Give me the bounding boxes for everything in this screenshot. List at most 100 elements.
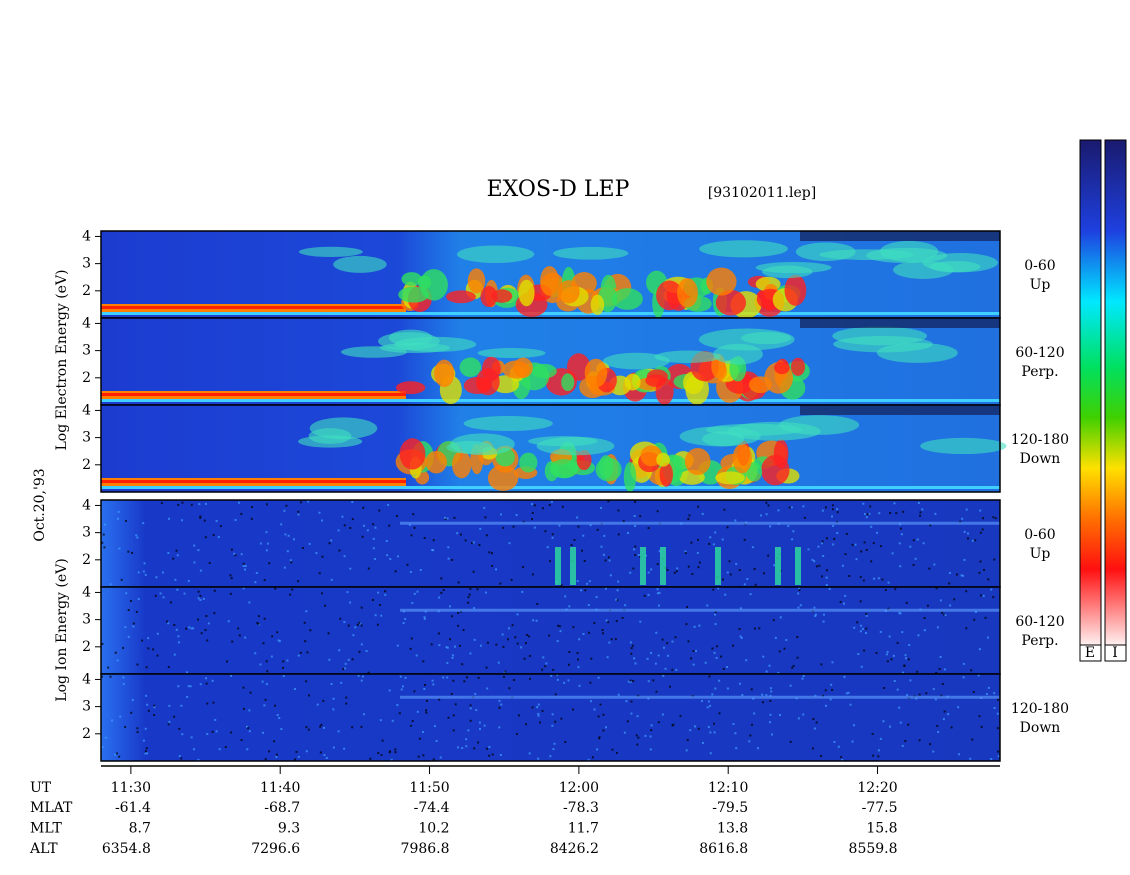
spectrogram-noise — [608, 559, 611, 562]
spectrogram-noise — [102, 533, 105, 536]
spectrogram-noise — [541, 507, 544, 510]
spectrogram-noise — [413, 592, 416, 595]
spectrogram-noise — [422, 660, 425, 663]
spectrogram-noise — [707, 725, 710, 728]
spectrogram-noise — [409, 571, 412, 574]
spectrogram-noise — [847, 691, 850, 694]
spectrogram-noise — [634, 554, 637, 557]
spectrogram-noise — [229, 574, 232, 577]
spectrogram-noise — [467, 601, 470, 604]
spectrogram-noise — [120, 578, 123, 581]
spectrogram-noise — [440, 577, 443, 580]
spectrogram-noise — [411, 601, 414, 604]
spectrogram-noise — [634, 545, 637, 548]
spectrogram-noise — [605, 726, 608, 729]
spectrogram-noise — [484, 516, 487, 519]
spectrogram-noise — [124, 519, 127, 522]
spectrogram-noise — [979, 560, 982, 563]
spectrogram-noise — [624, 604, 627, 607]
spectrogram-noise — [718, 712, 721, 715]
spectrogram-blob — [685, 373, 709, 405]
spectrogram-noise — [491, 552, 494, 555]
spectrogram-noise — [114, 753, 117, 756]
spectrogram-noise — [266, 670, 269, 673]
spectrogram-noise — [425, 709, 428, 712]
colorbar — [1079, 139, 1102, 646]
spectrogram-noise — [527, 635, 530, 638]
spectrogram-blob — [755, 261, 832, 274]
spectrogram-noise — [709, 731, 712, 734]
spectrogram-noise — [872, 542, 875, 545]
ephemeris-value: -77.5 — [862, 800, 898, 816]
spectrogram-noise — [409, 647, 412, 650]
spectrogram-noise — [476, 588, 479, 591]
spectrogram-blob — [395, 381, 426, 395]
spectrogram-band — [101, 480, 406, 483]
spectrogram-noise — [634, 500, 637, 503]
spectrogram-noise — [173, 624, 176, 627]
spectrogram-noise — [960, 574, 963, 577]
spectrogram-noise — [318, 572, 321, 575]
spectrogram-blob — [399, 438, 426, 470]
spectrogram-noise — [697, 566, 700, 569]
spectrogram-noise — [297, 510, 300, 513]
spectrogram-noise — [197, 549, 200, 552]
spectrogram-noise — [749, 593, 752, 596]
spectrogram-noise — [389, 750, 392, 753]
spectrogram-noise — [190, 627, 193, 630]
y-tick-label: 4 — [82, 671, 91, 687]
spectrogram-noise — [265, 660, 268, 663]
spectrogram-noise — [143, 562, 146, 565]
spectrogram-noise — [863, 512, 866, 515]
spectrogram-noise — [124, 626, 127, 629]
spectrogram-noise — [657, 721, 660, 724]
spectrogram-noise — [531, 573, 534, 576]
spectrogram-noise — [788, 506, 791, 509]
spectrogram-noise — [303, 621, 306, 624]
spectrogram-noise — [646, 657, 649, 660]
spectrogram-noise — [977, 674, 980, 677]
spectrogram-noise — [442, 589, 445, 592]
spectrogram-blob — [761, 455, 790, 486]
spectrogram-noise — [332, 697, 335, 700]
spectrogram-noise — [856, 621, 859, 624]
spectrogram-blob — [624, 373, 641, 391]
spectrogram-noise — [190, 503, 193, 506]
spectrogram-noise — [109, 675, 112, 678]
spectrogram-noise — [284, 533, 287, 536]
spectrogram-noise — [644, 734, 647, 737]
spectrogram-noise — [301, 547, 304, 550]
spectrogram-noise — [552, 668, 555, 671]
spectrogram-noise — [701, 741, 704, 744]
spectrogram-noise — [688, 514, 691, 517]
spectrogram-noise — [242, 564, 245, 567]
spectrogram-noise — [583, 559, 586, 562]
spectrogram-noise — [937, 730, 940, 733]
spectrogram-noise — [933, 563, 936, 566]
spectrogram-noise — [146, 752, 149, 755]
spectrogram-noise — [304, 640, 307, 643]
spectrogram-noise — [572, 708, 575, 711]
spectrogram-noise — [643, 594, 646, 597]
spectrogram-noise — [738, 682, 741, 685]
spectrogram-noise — [115, 752, 118, 755]
spectrogram-noise — [500, 513, 503, 516]
spectrogram-noise — [533, 504, 536, 507]
spectrogram-noise — [860, 550, 863, 553]
spectrogram-noise — [993, 707, 996, 710]
spectrogram-blob — [450, 433, 515, 456]
spectrogram-noise — [604, 559, 607, 562]
ephemeris-value: -68.7 — [264, 800, 300, 816]
panel-angle: 60-120 — [1015, 614, 1064, 630]
spectrogram-noise — [384, 590, 387, 593]
spectrogram-noise — [845, 532, 848, 535]
spectrogram-noise — [789, 684, 792, 687]
spectrogram-noise — [965, 508, 968, 511]
spectrogram-noise — [932, 688, 935, 691]
spectrogram-noise — [211, 730, 214, 733]
spectrogram-noise — [144, 727, 147, 730]
spectrogram-noise — [745, 659, 748, 662]
spectrogram-noise — [894, 588, 897, 591]
spectrogram-noise — [621, 616, 624, 619]
spectrogram-noise — [174, 578, 177, 581]
